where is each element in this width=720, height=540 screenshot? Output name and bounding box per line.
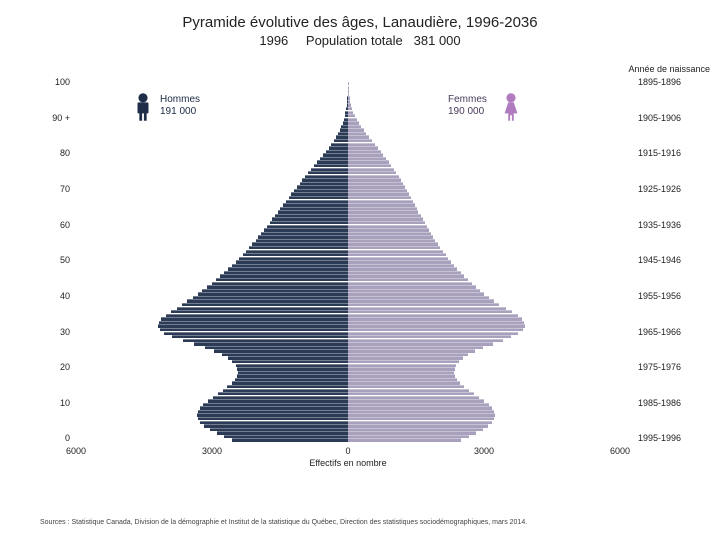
- population-value: 381 000: [414, 33, 461, 48]
- title-block: Pyramide évolutive des âges, Lanaudière,…: [0, 0, 720, 48]
- y-tick-age: 60: [40, 220, 70, 230]
- y-tick-birthyear: 1935-1936: [638, 220, 700, 230]
- y-tick-birthyear: 1945-1946: [638, 255, 700, 265]
- x-tick: 6000: [66, 446, 86, 456]
- y-tick-age: 90 +: [40, 113, 70, 123]
- y-tick-age: 20: [40, 362, 70, 372]
- x-tick: 3000: [202, 446, 222, 456]
- y-tick-birthyear: 1925-1926: [638, 184, 700, 194]
- x-tick: 3000: [474, 446, 494, 456]
- y-tick-age: 50: [40, 255, 70, 265]
- y-tick-birthyear: 1965-1966: [638, 327, 700, 337]
- year-value: 1996: [259, 33, 288, 48]
- y-tick-birthyear: 1995-1996: [638, 433, 700, 443]
- pyramid-plot: [76, 82, 620, 442]
- birth-year-axis-label: Année de naissance: [628, 64, 710, 74]
- bar-male: [232, 438, 348, 441]
- bar-female: [348, 438, 461, 441]
- y-tick-age: 30: [40, 327, 70, 337]
- y-tick-birthyear: 1985-1986: [638, 398, 700, 408]
- chart-area: 10090 +80706050403020100 1895-18961905-1…: [40, 82, 656, 470]
- chart-title: Pyramide évolutive des âges, Lanaudière,…: [0, 14, 720, 31]
- x-axis-label: Effectifs en nombre: [40, 458, 656, 468]
- pyramid-row: [76, 438, 620, 441]
- y-tick-age: 100: [40, 77, 70, 87]
- y-tick-birthyear: 1975-1976: [638, 362, 700, 372]
- population-label: Population totale: [306, 33, 403, 48]
- y-tick-age: 80: [40, 148, 70, 158]
- y-tick-birthyear: 1905-1906: [638, 113, 700, 123]
- x-tick: 0: [345, 446, 350, 456]
- y-tick-birthyear: 1955-1956: [638, 291, 700, 301]
- y-tick-birthyear: 1915-1916: [638, 148, 700, 158]
- chart-subtitle: 1996 Population totale 381 000: [0, 33, 720, 48]
- y-tick-birthyear: 1895-1896: [638, 77, 700, 87]
- y-tick-age: 0: [40, 433, 70, 443]
- y-tick-age: 40: [40, 291, 70, 301]
- x-tick: 6000: [610, 446, 630, 456]
- y-tick-age: 10: [40, 398, 70, 408]
- sources-text: Sources : Statistique Canada, Division d…: [40, 519, 527, 526]
- y-tick-age: 70: [40, 184, 70, 194]
